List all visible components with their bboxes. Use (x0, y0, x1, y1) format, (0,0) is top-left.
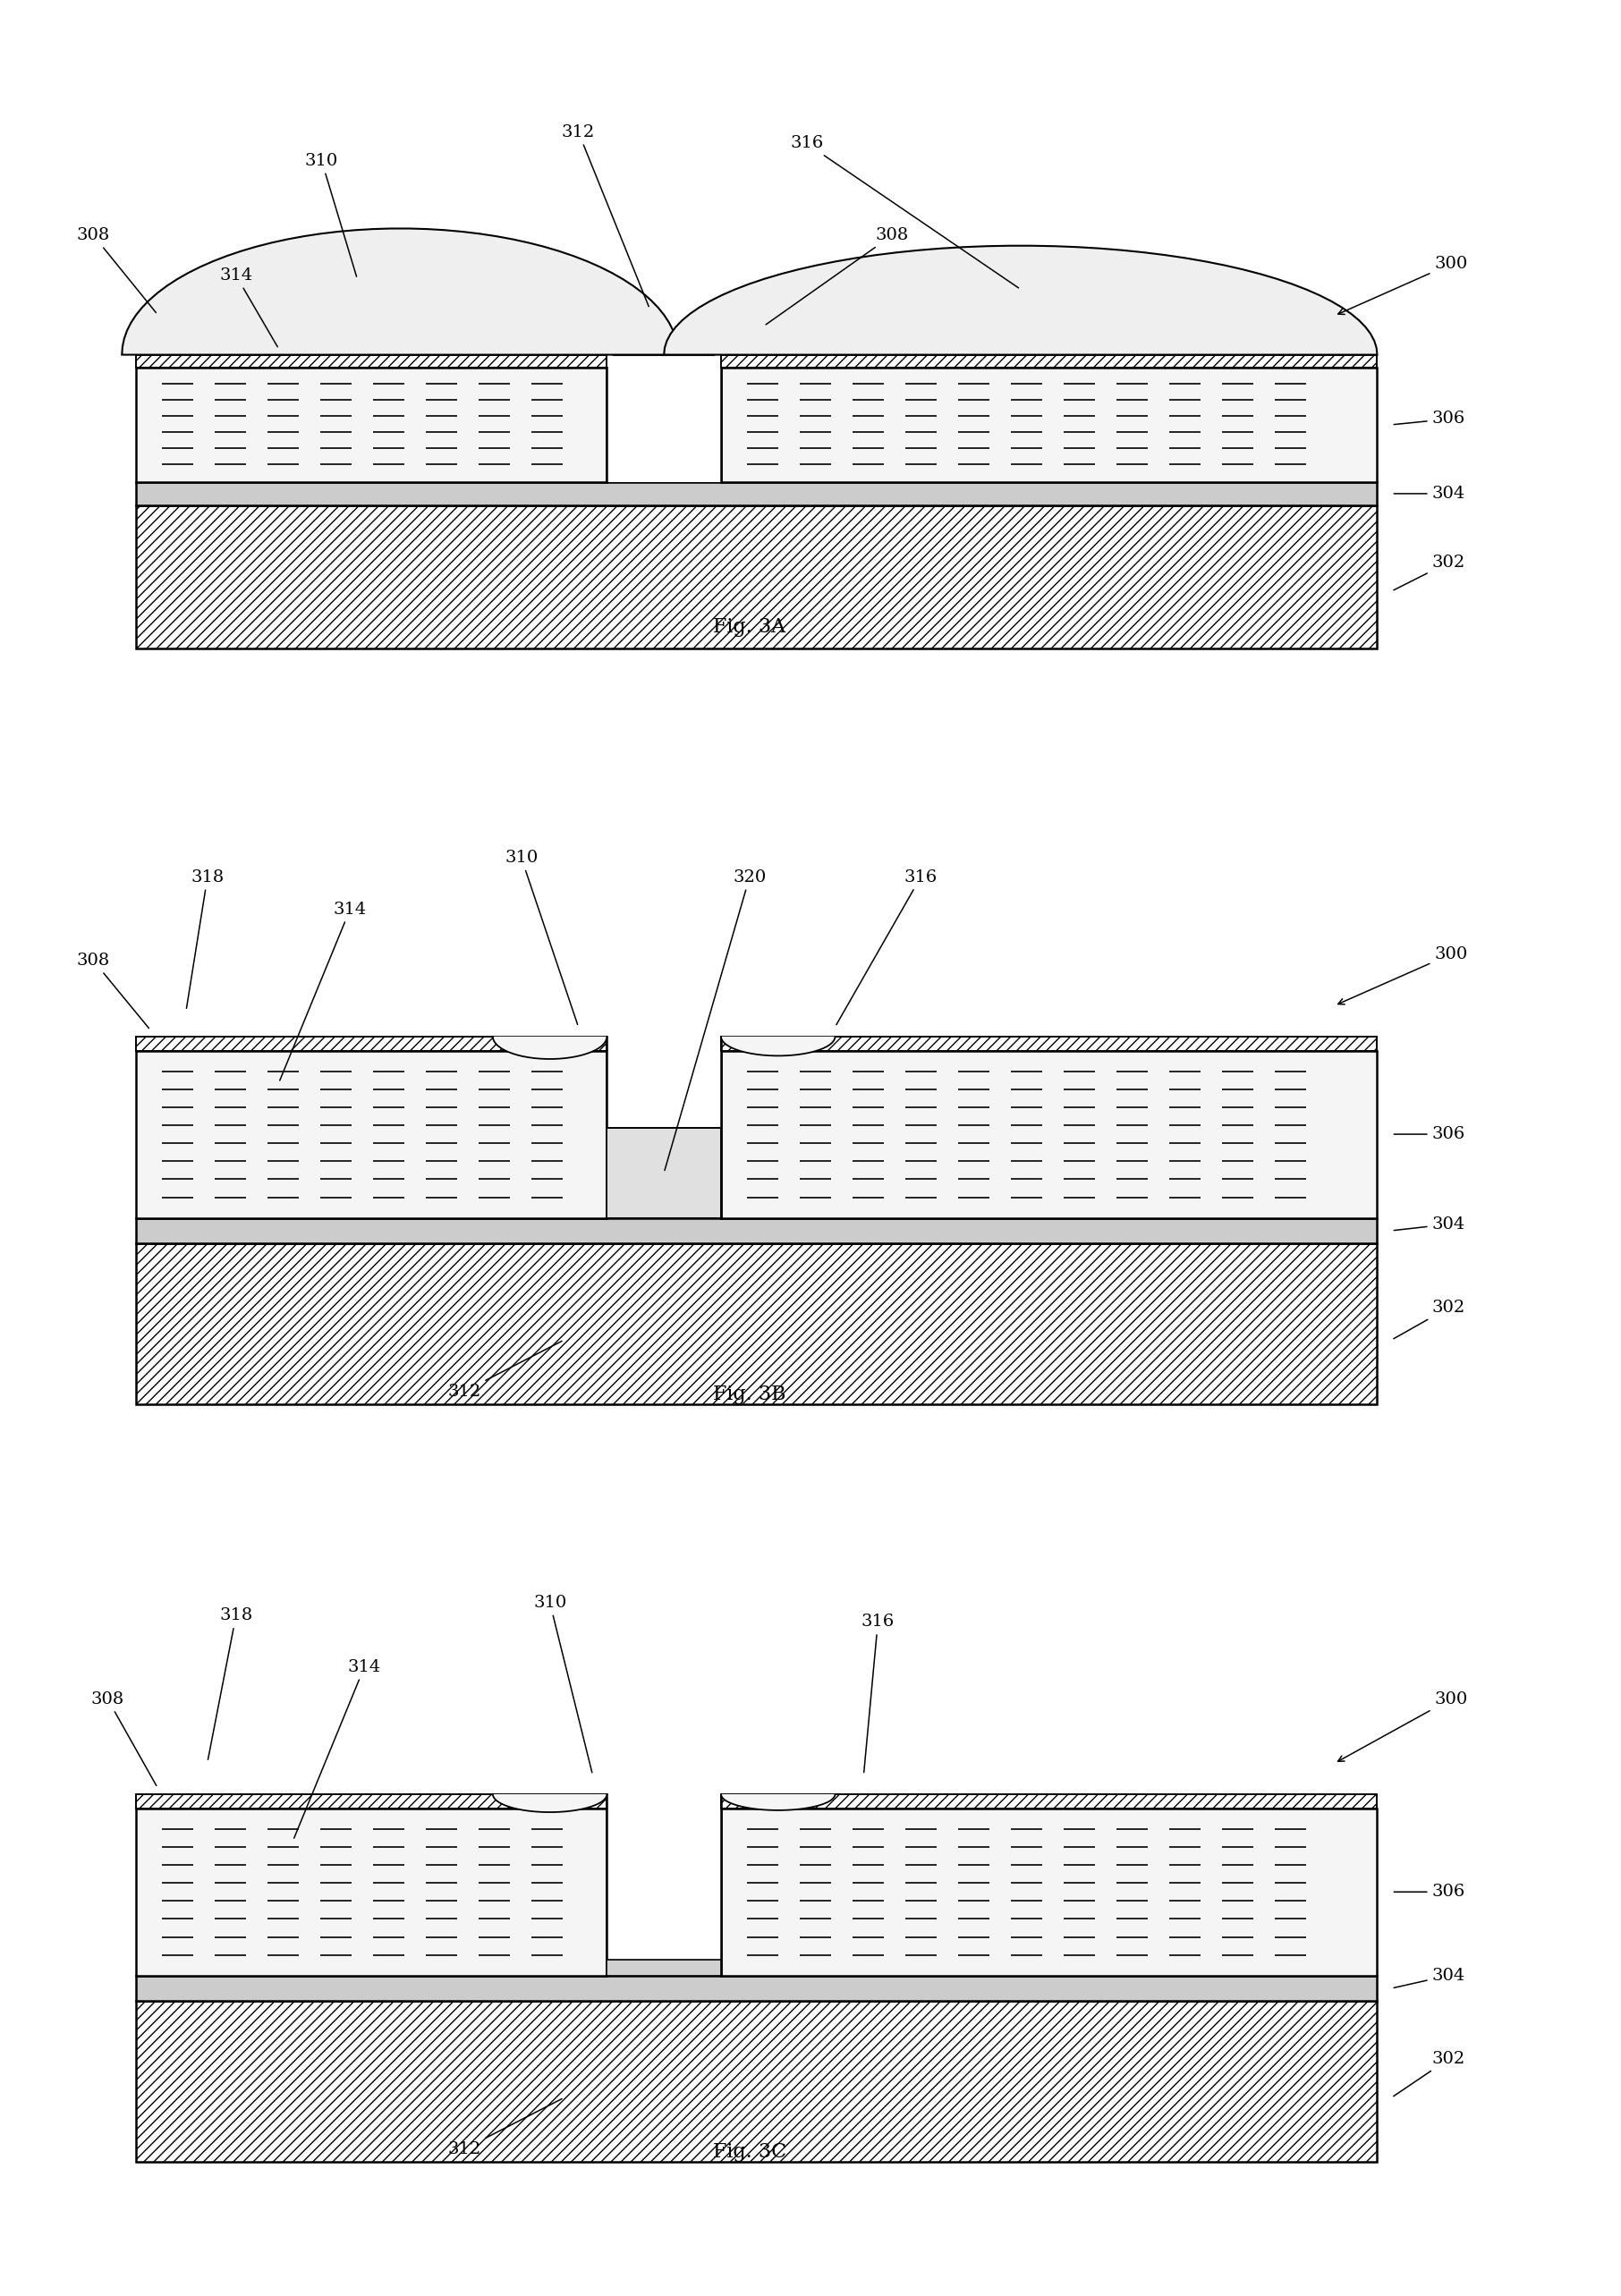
Bar (721, 1035, 1378, 1052)
Text: 310: 310 (533, 1593, 592, 1773)
Bar (136, 367, 606, 482)
Bar (721, 367, 1378, 482)
Text: 306: 306 (1394, 1125, 1465, 1143)
Bar (136, 505, 1378, 647)
Bar (606, 1052, 721, 1217)
Text: 306: 306 (1394, 411, 1465, 427)
Polygon shape (493, 1035, 606, 1058)
Text: 316: 316 (861, 1614, 895, 1773)
Bar (606, 1958, 721, 1975)
Text: 306: 306 (1394, 1883, 1465, 1901)
Text: 314: 314 (293, 1658, 381, 1839)
Text: Fig. 3B: Fig. 3B (713, 1384, 786, 1405)
Bar (606, 1127, 721, 1217)
Text: 308: 308 (76, 953, 149, 1029)
Text: 312: 312 (562, 124, 648, 305)
Bar (136, 2002, 1378, 2163)
Polygon shape (122, 230, 678, 356)
Text: 318: 318 (207, 1607, 253, 1759)
Text: Fig. 3C: Fig. 3C (713, 2142, 786, 2163)
Bar (136, 482, 1378, 505)
Text: 312: 312 (447, 1341, 562, 1401)
Text: 300: 300 (1337, 946, 1467, 1003)
Bar (721, 1793, 1378, 1809)
Text: 300: 300 (1337, 1690, 1467, 1761)
Text: 310: 310 (305, 152, 357, 276)
Text: 302: 302 (1394, 553, 1465, 590)
Text: 316: 316 (789, 135, 1018, 287)
Text: 310: 310 (504, 850, 577, 1024)
Bar (721, 356, 1378, 367)
Text: 308: 308 (76, 227, 156, 312)
Text: 312: 312 (447, 2099, 562, 2158)
Text: 304: 304 (1394, 484, 1465, 503)
Bar (721, 1809, 1378, 1975)
Text: 302: 302 (1394, 1300, 1465, 1339)
Bar (136, 1052, 606, 1217)
Bar (136, 1244, 1378, 1405)
Text: 308: 308 (765, 227, 909, 324)
Polygon shape (721, 1035, 835, 1056)
Text: 314: 314 (280, 900, 366, 1081)
Polygon shape (493, 1793, 606, 1812)
Bar (136, 1809, 606, 1975)
Bar (606, 1809, 721, 1975)
Bar (136, 1035, 606, 1052)
Text: 314: 314 (219, 266, 277, 347)
Text: 304: 304 (1394, 1217, 1465, 1233)
Text: Fig. 3A: Fig. 3A (713, 618, 786, 636)
Bar (136, 1217, 1378, 1244)
Bar (136, 1793, 606, 1809)
Bar (136, 356, 606, 367)
Bar (136, 1975, 1378, 2002)
Text: 304: 304 (1394, 1968, 1465, 1988)
Text: 316: 316 (836, 868, 937, 1024)
Text: 300: 300 (1337, 255, 1467, 315)
Bar (721, 1052, 1378, 1217)
Text: 320: 320 (665, 868, 767, 1171)
Text: 308: 308 (91, 1690, 156, 1786)
Bar (606, 367, 721, 482)
Text: 318: 318 (186, 868, 224, 1008)
Polygon shape (665, 246, 1378, 356)
Polygon shape (721, 1793, 835, 1809)
Text: 302: 302 (1394, 2050, 1465, 2096)
